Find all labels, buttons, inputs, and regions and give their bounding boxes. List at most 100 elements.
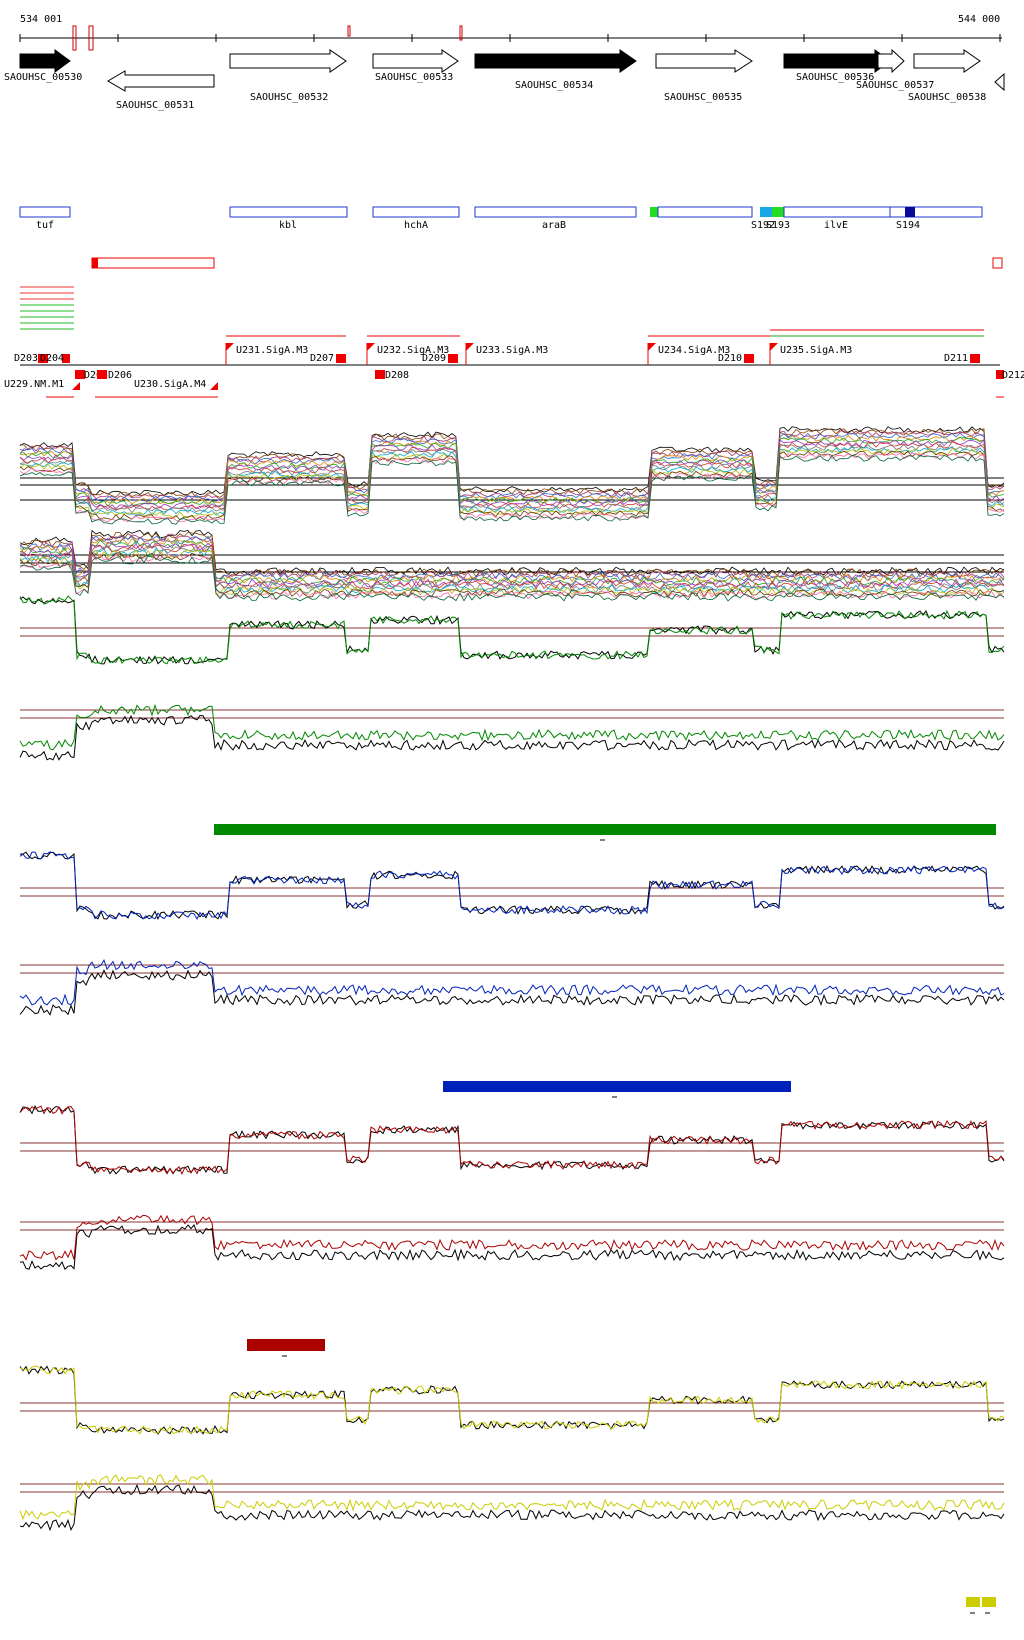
annotation-label: tuf	[36, 220, 54, 231]
gene-arrow[interactable]	[19, 49, 71, 73]
expression-line	[19, 1105, 1005, 1176]
gene-arrow[interactable]	[372, 49, 459, 73]
expression-line	[19, 851, 1005, 920]
segment-label: D203	[14, 353, 38, 364]
expression-line	[19, 434, 1005, 505]
region-box[interactable]	[992, 257, 1003, 269]
expression-line	[19, 535, 1005, 582]
expression-line	[19, 543, 1005, 590]
segment-label: U231.SigA.M3	[236, 345, 308, 356]
gene-label: SAOUHSC_00536	[796, 72, 874, 83]
expression-line	[19, 441, 1005, 512]
gene-label: SAOUHSC_00537	[856, 80, 934, 91]
expression-line	[19, 454, 1005, 525]
annotation-track: tuf kbl hchA araB S192 S193 ilvE S194	[19, 206, 983, 231]
gene-arrow[interactable]	[877, 48, 905, 74]
annotation-box[interactable]	[372, 206, 460, 218]
expression-line	[19, 432, 1005, 502]
expression-line	[19, 452, 1005, 523]
segment-label: D209	[422, 353, 446, 364]
coordinate-ruler: 534 001 544 000	[19, 14, 1002, 51]
region-box[interactable]	[91, 257, 215, 269]
gene-arrow[interactable]	[474, 49, 637, 73]
condition-bar-green[interactable]	[214, 824, 996, 835]
expression-line	[19, 529, 1005, 576]
gene-arrow[interactable]	[107, 70, 215, 92]
expression-line	[19, 430, 1005, 500]
expression-line	[19, 714, 1005, 761]
segment-label: U230.SigA.M4	[134, 379, 206, 390]
segment-label: D208	[385, 370, 409, 381]
gene-label: SAOUHSC_00530	[4, 72, 82, 83]
annotation-marker[interactable]	[772, 207, 784, 217]
annotation-marker[interactable]	[760, 207, 772, 217]
condition-bar-blue[interactable]	[443, 1081, 791, 1092]
segment-label: U233.SigA.M3	[476, 345, 548, 356]
expression-line	[19, 439, 1005, 510]
segment-label: D212	[1002, 370, 1024, 381]
gene-label: SAOUHSC_00535	[664, 92, 742, 103]
annotation-label: S192	[751, 220, 775, 231]
gene-arrow[interactable]	[655, 49, 753, 73]
annotation-box[interactable]	[229, 206, 348, 218]
gene-label: SAOUHSC_00532	[250, 92, 328, 103]
expression-line	[19, 553, 1005, 600]
annotation-box[interactable]	[657, 206, 753, 218]
expression-track-all-forward	[19, 426, 1005, 525]
gene-label: SAOUHSC_00538	[908, 92, 986, 103]
expression-line	[19, 555, 1005, 602]
annotation-label: kbl	[279, 220, 297, 231]
condition-tracks	[19, 595, 1005, 1532]
axis-start-label: 534 001	[20, 14, 62, 25]
expression-line	[19, 533, 1005, 580]
annotation-label: araB	[542, 220, 566, 231]
annotation-marker[interactable]	[905, 207, 915, 217]
gene-arrow[interactable]	[229, 49, 347, 73]
segment-label: U235.SigA.M3	[780, 345, 852, 356]
expression-line	[19, 1224, 1005, 1271]
gene-arrow[interactable]	[913, 49, 981, 73]
annotation-box[interactable]	[19, 206, 71, 218]
segment-label: D204	[40, 353, 64, 364]
expression-line	[19, 959, 1005, 1006]
annotation-label: S194	[896, 220, 920, 231]
expression-line	[19, 1365, 1005, 1435]
expression-line	[19, 1104, 1005, 1175]
annotation-box[interactable]	[474, 206, 637, 218]
expression-line	[19, 1474, 1005, 1521]
axis-end-label: 544 000	[958, 14, 1000, 25]
gene-arrow[interactable]	[994, 72, 1005, 92]
expression-line	[19, 541, 1005, 588]
annotation-box[interactable]	[783, 206, 983, 218]
gene-arrow[interactable]	[783, 49, 891, 73]
segment-label: U232.SigA.M3	[377, 345, 449, 356]
gene-label: SAOUHSC_00534	[515, 80, 593, 91]
segment-label: D205	[84, 370, 108, 381]
annotation-marker[interactable]	[650, 207, 658, 217]
expression-line	[19, 448, 1005, 518]
expression-line	[19, 703, 1005, 751]
segment-label: U234.SigA.M3	[658, 345, 730, 356]
segment-track: U231.SigA.M3 U232.SigA.M3 U233.SigA.M3 U…	[4, 329, 1024, 398]
gene-label: SAOUHSC_00533	[375, 72, 453, 83]
expression-line	[19, 595, 1005, 665]
expression-line	[19, 445, 1005, 516]
annotation-label: ilvE	[824, 220, 848, 231]
condition-bar-yellow[interactable]	[982, 1597, 996, 1607]
condition-bar-red[interactable]	[247, 1339, 325, 1351]
expression-line	[19, 545, 1005, 592]
segment-label: U229.NM.M1	[4, 379, 64, 390]
condition-bar-yellow[interactable]	[966, 1597, 980, 1607]
segment-label: D207	[310, 353, 334, 364]
expression-legend-lines	[20, 286, 74, 330]
expression-track-all-reverse	[19, 529, 1005, 602]
segment-label: D210	[718, 353, 742, 364]
segment-label: D211	[944, 353, 968, 364]
annotation-label: hchA	[404, 220, 428, 231]
annotation-label: S193	[766, 220, 790, 231]
expression-line	[19, 1365, 1005, 1435]
expression-line	[19, 596, 1005, 665]
expression-line	[19, 1483, 1005, 1532]
segment-label: D206	[108, 370, 132, 381]
